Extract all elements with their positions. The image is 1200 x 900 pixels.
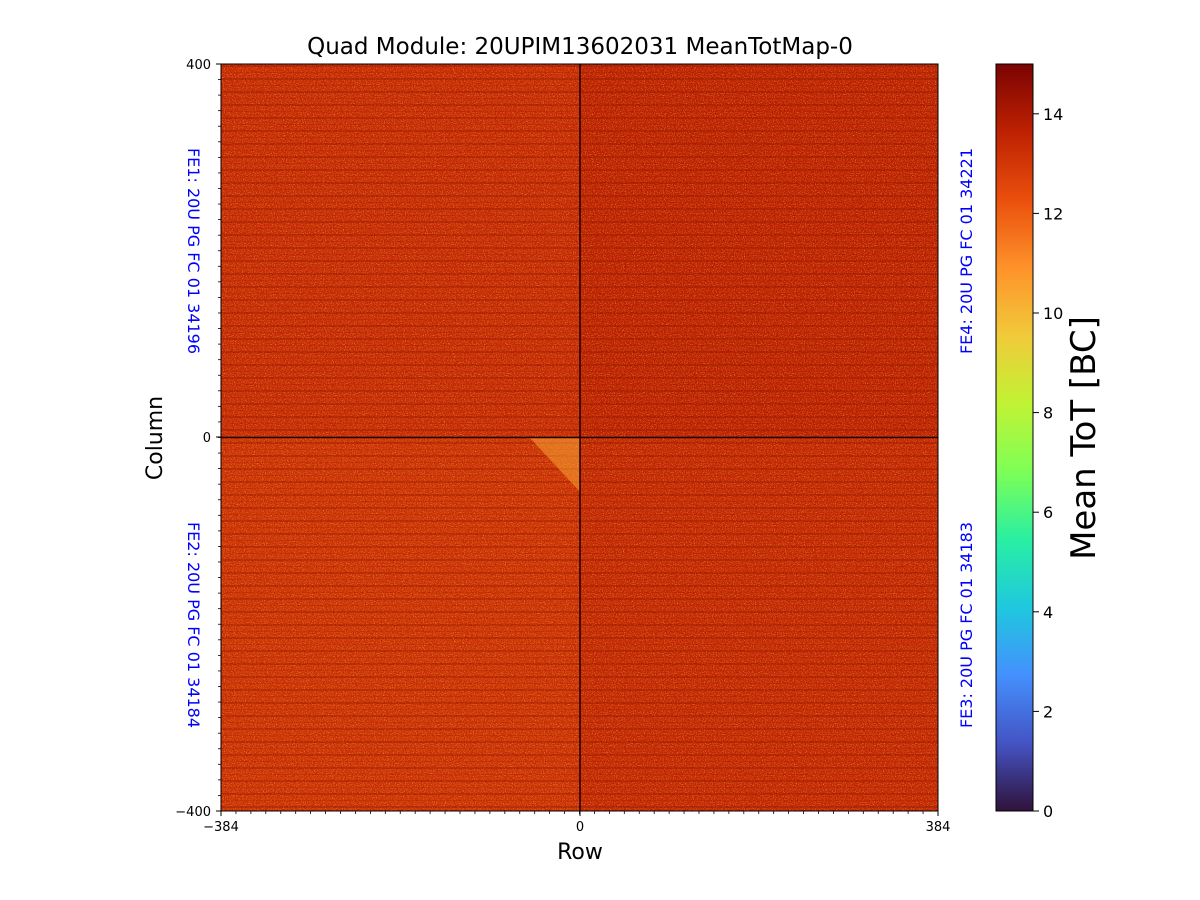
light-region: [530, 438, 580, 492]
colorbar-label: Mean ToT [BC]: [1064, 316, 1104, 560]
x-tick-label: 384: [926, 820, 951, 835]
fe1-chip-label: FE1: 20U PG FC 01 34196: [184, 148, 203, 354]
chart-title: Quad Module: 20UPIM13602031 MeanTotMap-0: [307, 34, 853, 60]
fe3-chip-label: FE3: 20U PG FC 01 34183: [957, 522, 976, 728]
y-tick-label: 400: [186, 58, 211, 73]
colorbar-tick-label: 10: [1043, 304, 1063, 323]
y-tick-label: −400: [175, 805, 211, 820]
fe4-chip-label: FE4: 20U PG FC 01 34221: [957, 148, 976, 354]
y-axis: 400 0 −400: [175, 58, 221, 820]
fe2-chip-label: FE2: 20U PG FC 01 34184: [184, 522, 203, 728]
colorbar-tick-label: 4: [1043, 603, 1053, 622]
colorbar-tick-label: 12: [1043, 204, 1063, 223]
heatmap: [221, 64, 938, 811]
x-axis-label: Row: [557, 840, 603, 865]
y-tick-label: 0: [203, 431, 211, 446]
y-axis-label: Column: [143, 396, 168, 480]
x-axis: −384 0 384: [203, 811, 950, 835]
colorbar-tick-label: 6: [1043, 503, 1053, 522]
colorbar-tick-label: 2: [1043, 702, 1053, 721]
colorbar-tick-label: 8: [1043, 404, 1053, 423]
x-tick-label: 0: [576, 820, 584, 835]
colorbar-tick-label: 0: [1043, 802, 1053, 821]
colorbar-bar: [995, 63, 1034, 812]
x-tick-label: −384: [203, 820, 239, 835]
colorbar: 0 2 4 6 8 10 12 14 Mean ToT [BC]: [995, 63, 1104, 821]
colorbar-tick-label: 14: [1043, 105, 1063, 124]
